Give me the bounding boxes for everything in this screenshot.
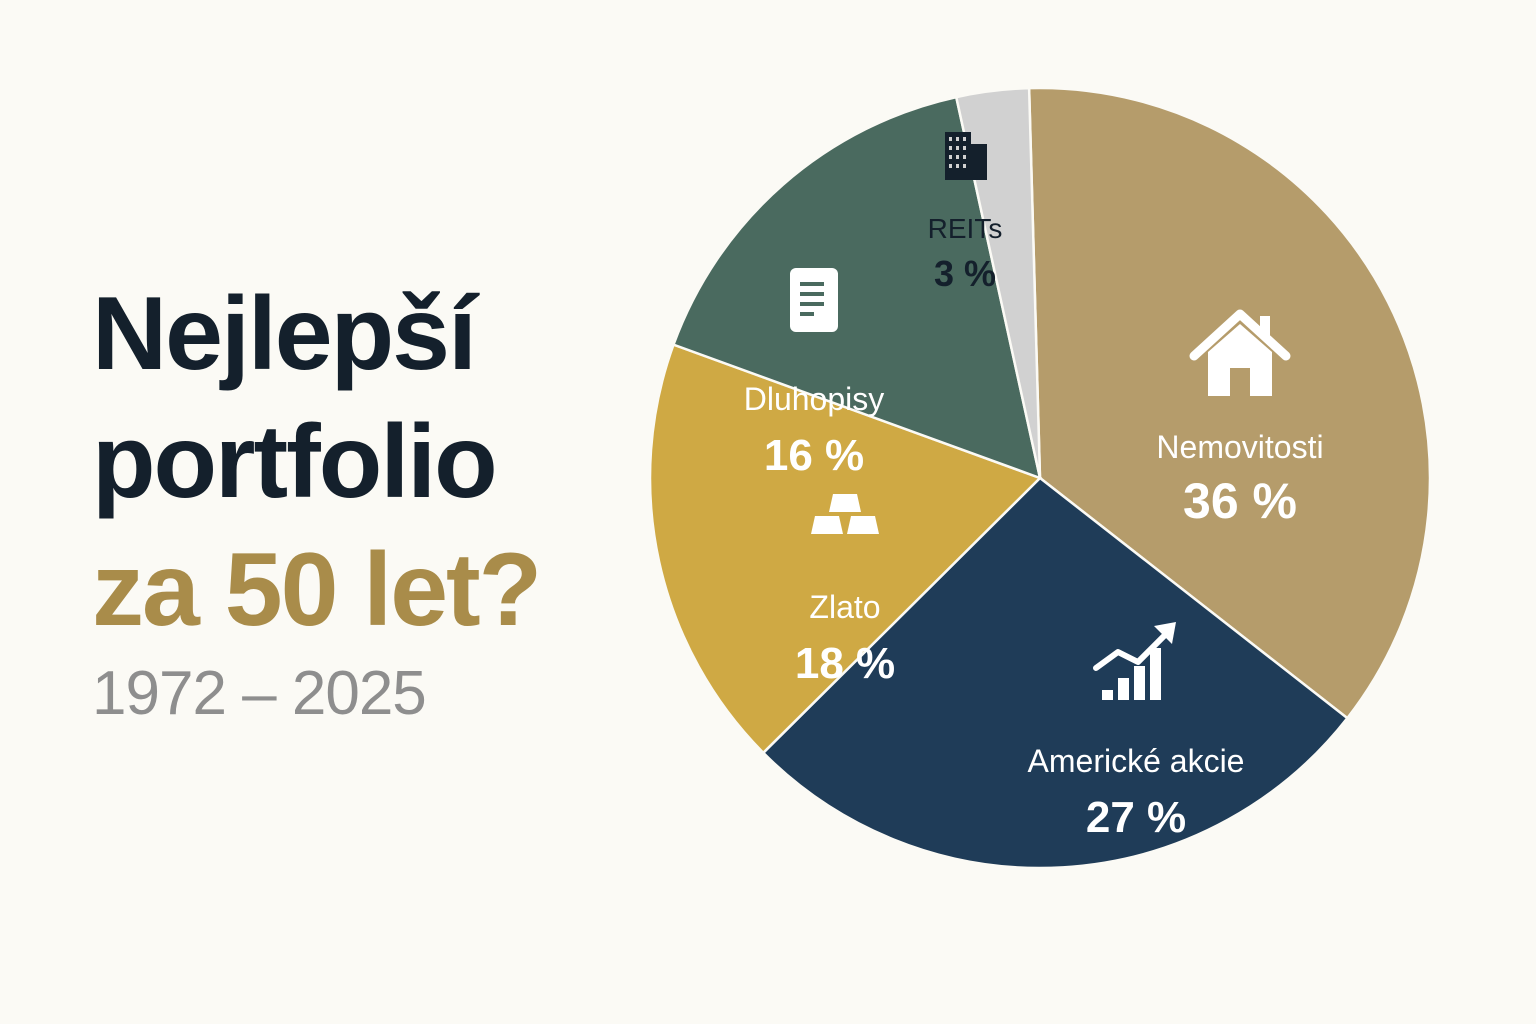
house-icon xyxy=(1189,309,1291,396)
building-icon xyxy=(945,132,987,180)
slice-label-group-zlato: Zlato 18 % xyxy=(795,494,895,688)
slice-label-group-reits: REITs 3 % xyxy=(928,132,1003,294)
slice-label: Nemovitosti xyxy=(1156,429,1323,465)
slice-value: 16 % xyxy=(764,431,864,480)
title-line-1: Nejlepší xyxy=(92,276,477,392)
title-line-2: portfolio xyxy=(92,404,498,520)
slice-label: Americké akcie xyxy=(1028,743,1245,779)
slice-label-group-americke-akcie: Americké akcie 27 % xyxy=(1028,622,1245,842)
slice-label: REITs xyxy=(928,213,1003,244)
pie-slice-reits xyxy=(954,86,1042,479)
gold-bars-icon xyxy=(811,494,879,534)
document-icon xyxy=(790,268,838,332)
pie-slice-dluhopisy xyxy=(671,95,1042,480)
slice-value: 36 % xyxy=(1183,473,1297,529)
slice-label: Dluhopisy xyxy=(744,381,885,417)
slice-value: 27 % xyxy=(1086,793,1186,842)
chart-growth-icon xyxy=(1093,622,1176,700)
years-range: 1972 – 2025 xyxy=(92,659,427,728)
pie-slice-americke-akcie xyxy=(761,476,1350,870)
slice-value: 18 % xyxy=(795,639,895,688)
pie-slice-zlato xyxy=(648,343,1043,755)
slice-value: 3 % xyxy=(934,253,996,294)
title-line-3: za 50 let? xyxy=(92,532,542,648)
slice-label-group-nemovitosti: Nemovitosti 36 % xyxy=(1156,309,1324,529)
pie-slice-nemovitosti xyxy=(1027,86,1432,720)
title-block: Nejlepší portfolio za 50 let? 1972 – 202… xyxy=(92,270,652,729)
slice-label-group-dluhopisy: Dluhopisy 16 % xyxy=(744,268,885,480)
slice-label: Zlato xyxy=(809,589,880,625)
